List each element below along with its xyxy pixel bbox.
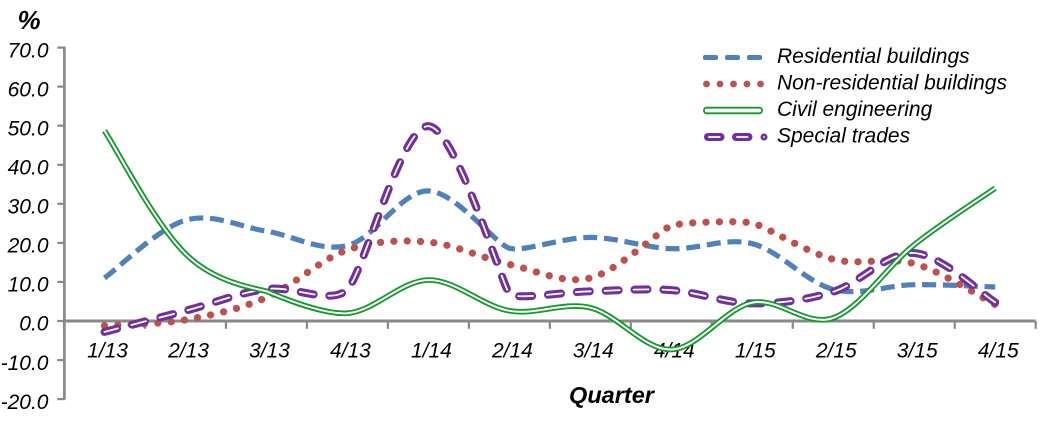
svg-text:20.0: 20.0 bbox=[7, 235, 49, 258]
svg-text:3/15: 3/15 bbox=[897, 340, 938, 363]
svg-text:3/13: 3/13 bbox=[249, 340, 290, 363]
svg-text:4/15: 4/15 bbox=[978, 340, 1019, 363]
svg-text:30.0: 30.0 bbox=[8, 196, 49, 219]
svg-text:60.0: 60.0 bbox=[8, 78, 49, 101]
svg-text:Non-residential buildings: Non-residential buildings bbox=[777, 71, 1007, 94]
svg-text:1/13: 1/13 bbox=[87, 340, 128, 363]
svg-text:-20.0: -20.0 bbox=[1, 391, 49, 414]
svg-text:2/14: 2/14 bbox=[491, 340, 533, 363]
svg-text:1/14: 1/14 bbox=[411, 340, 452, 363]
svg-text:40.0: 40.0 bbox=[8, 157, 49, 180]
svg-text:Special trades: Special trades bbox=[777, 124, 911, 147]
svg-text:70.0: 70.0 bbox=[8, 39, 49, 62]
svg-text:2/15: 2/15 bbox=[815, 340, 857, 363]
svg-text:50.0: 50.0 bbox=[8, 117, 49, 140]
svg-text:10.0: 10.0 bbox=[8, 274, 49, 297]
svg-text:Quarter: Quarter bbox=[569, 382, 656, 408]
svg-text:4/13: 4/13 bbox=[330, 340, 371, 363]
svg-text:1/15: 1/15 bbox=[735, 340, 776, 363]
svg-text:%: % bbox=[17, 5, 40, 35]
svg-text:Residential buildings: Residential buildings bbox=[777, 45, 970, 68]
svg-text:0.0: 0.0 bbox=[19, 313, 49, 336]
svg-text:2/13: 2/13 bbox=[167, 340, 209, 363]
svg-text:-10.0: -10.0 bbox=[1, 352, 49, 375]
svg-text:Civil engineering: Civil engineering bbox=[777, 98, 933, 121]
svg-text:3/14: 3/14 bbox=[573, 340, 614, 363]
